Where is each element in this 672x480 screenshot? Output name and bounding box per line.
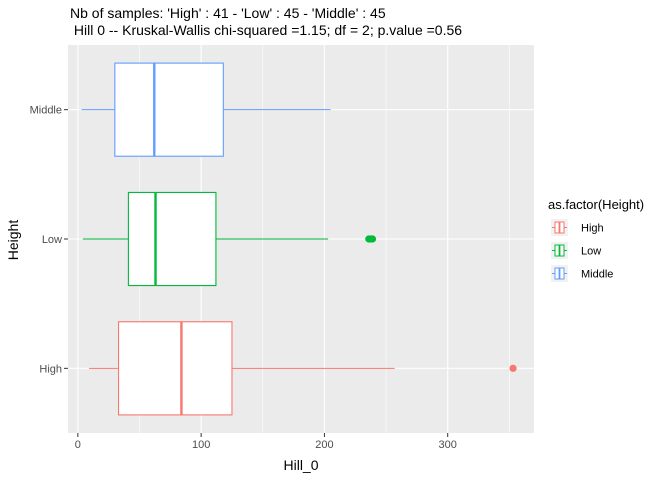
legend-title: as.factor(Height) <box>548 197 644 212</box>
x-tick-label: 0 <box>75 439 81 451</box>
chart-title-line1: Nb of samples: 'High' : 41 - 'Low' : 45 … <box>70 5 386 21</box>
legend-item-middle: Middle <box>551 265 613 282</box>
x-tick-label: 300 <box>439 439 457 451</box>
box-iqr <box>117 321 233 416</box>
x-tick-label: 200 <box>315 439 333 451</box>
y-tick-label: Low <box>42 234 62 246</box>
box-middle <box>81 62 331 157</box>
x-tick-label: 100 <box>192 439 210 451</box>
outlier-point <box>509 364 517 372</box>
axes: 0 100 200 300 High Low Middle <box>30 105 457 451</box>
legend-label: Middle <box>581 269 613 281</box>
chart-title-line2: Hill 0 -- Kruskal-Wallis chi-squared =1.… <box>70 22 462 38</box>
box-layer <box>81 62 517 416</box>
box-high <box>88 321 517 416</box>
y-tick-label: Middle <box>30 105 62 117</box>
legend-label: Low <box>581 246 601 258</box>
legend-label: High <box>581 223 604 235</box>
outlier-point <box>368 235 377 243</box>
box-iqr <box>127 191 217 287</box>
x-axis-title: Hill_0 <box>283 457 318 473</box>
box-low <box>82 191 377 287</box>
legend-item-high: High <box>551 219 604 236</box>
box-iqr <box>114 62 224 157</box>
legend-item-low: Low <box>551 242 601 259</box>
legend: as.factor(Height) High Low Middle <box>548 197 644 282</box>
y-axis-title: Height <box>5 220 21 261</box>
y-tick-label: High <box>39 363 62 375</box>
